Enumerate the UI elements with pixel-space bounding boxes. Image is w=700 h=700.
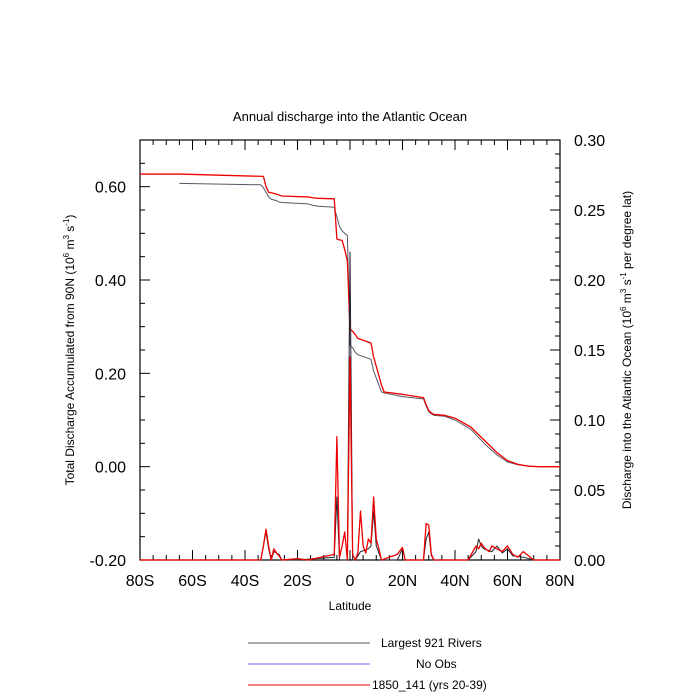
y-left-tick-label: 0.20 (95, 366, 126, 383)
x-axis-label: Latitude (329, 599, 372, 613)
y-right-tick-label: 0.25 (574, 203, 605, 220)
plot-border (139, 139, 561, 561)
y-right-tick-label: 0.20 (574, 273, 605, 290)
x-tick-label: 40S (231, 573, 259, 590)
x-tick-label: 80N (545, 573, 574, 590)
plot-area (139, 139, 561, 561)
legend-label-largest-921-rivers: Largest 921 Rivers (381, 636, 482, 650)
x-tick-label: 0 (346, 573, 355, 590)
series-layer (140, 173, 560, 561)
axis-ticks: 80S 60S 40S 20S 0 20N 40N 60N 80N -0.20 0.00 0.20 0.… (90, 133, 606, 590)
y-left-tick-label: 0.00 (95, 460, 126, 477)
x-tick-label: 20S (283, 573, 311, 590)
y-right-tick-label: 0.15 (574, 343, 605, 360)
y-left-tick-label: 0.40 (95, 273, 126, 290)
series-line-1850-141-yrs-20-39-per-degree-lat (140, 356, 560, 561)
x-tick-label: 40N (440, 573, 469, 590)
y-axis-right-label: Discharge into the Atlantic Ocean (106 m… (619, 191, 634, 509)
y-right-tick-label: 0.30 (574, 133, 605, 150)
series-line-1850-141-yrs-20-39 (140, 173, 560, 468)
x-tick-label: 20N (388, 573, 417, 590)
y-left-tick-label: 0.60 (95, 180, 126, 197)
x-tick-label: 60N (493, 573, 522, 590)
y-right-tick-label: 0.10 (574, 413, 605, 430)
y-right-tick-label: 0.00 (574, 553, 605, 570)
legend: Largest 921 Rivers No Obs 1850_141 (yrs … (248, 636, 487, 692)
y-left-tick-label: -0.20 (90, 553, 127, 570)
chart-title: Annual discharge into the Atlantic Ocean (233, 109, 467, 124)
legend-label-1850-141: 1850_141 (yrs 20-39) (372, 678, 487, 692)
legend-label-no-obs: No Obs (416, 657, 457, 671)
x-tick-label: 80S (126, 573, 154, 590)
y-right-tick-label: 0.05 (574, 483, 605, 500)
y-axis-left-label: Total Discharge Accumulated from 90N (10… (62, 215, 77, 486)
series-line-largest-921-rivers (179, 182, 560, 468)
x-tick-label: 60S (178, 573, 206, 590)
